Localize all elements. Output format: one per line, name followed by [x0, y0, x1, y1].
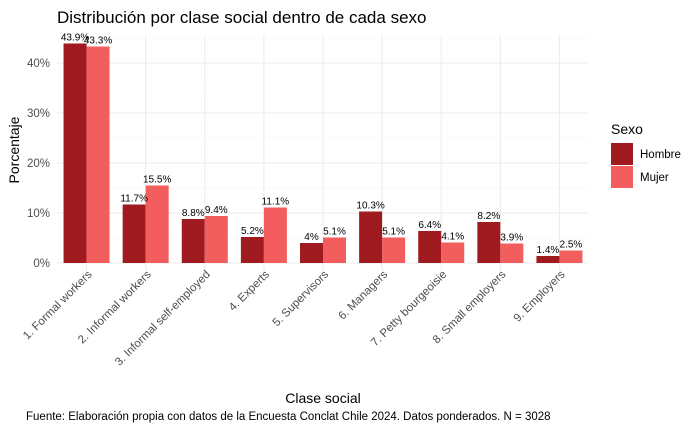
- data-label-mujer: 15.5%: [143, 175, 171, 186]
- y-tick-label: 30%: [27, 108, 50, 120]
- data-label-hombre: 6.4%: [418, 220, 441, 231]
- data-label-hombre: 10.3%: [356, 201, 384, 212]
- y-tick-label: 20%: [27, 158, 50, 170]
- y-tick-label: 10%: [27, 208, 50, 220]
- legend-title: Sexo: [611, 121, 643, 137]
- bar-hombre: [122, 204, 146, 263]
- data-label-hombre: 8.8%: [182, 208, 205, 219]
- bar-mujer: [500, 243, 524, 263]
- y-tick-label: 0%: [33, 258, 50, 270]
- bar-mujer: [263, 207, 287, 263]
- data-label-hombre: 11.7%: [120, 194, 148, 205]
- bar-mujer: [323, 237, 346, 263]
- y-axis-ticks: 0% 10% 20% 30% 40%: [27, 58, 50, 270]
- bar-hombre: [181, 219, 205, 263]
- bar-hombre: [240, 237, 264, 263]
- y-tick-label: 40%: [27, 58, 50, 70]
- bar-mujer: [145, 185, 169, 263]
- bar-mujer: [559, 250, 583, 263]
- chart-title: Distribución por clase social dentro de …: [57, 8, 426, 27]
- legend: Sexo Hombre Mujer: [611, 121, 681, 188]
- bar-hombre: [300, 243, 323, 263]
- legend-swatch-hombre: [611, 143, 633, 165]
- bar-hombre: [536, 256, 560, 263]
- data-label-mujer: 11.1%: [262, 197, 290, 208]
- bar-hombre: [477, 222, 501, 263]
- data-label-hombre: 1.4%: [537, 245, 560, 256]
- legend-swatch-mujer: [611, 166, 633, 188]
- legend-label-mujer: Mujer: [640, 172, 669, 184]
- data-label-mujer: 5.1%: [323, 227, 346, 238]
- bar-hombre: [359, 211, 383, 263]
- chart-caption: Fuente: Elaboración propia con datos de …: [26, 411, 551, 423]
- data-label-mujer: 2.5%: [560, 240, 583, 251]
- data-label-hombre: 4%: [304, 232, 319, 243]
- data-label-hombre: 5.2%: [241, 226, 264, 237]
- data-label-mujer: 3.9%: [500, 233, 523, 244]
- x-axis-title: Clase social: [285, 390, 360, 406]
- data-label-mujer: 5.1%: [382, 227, 405, 238]
- data-label-hombre: 8.2%: [477, 211, 500, 222]
- data-label-hombre: 43.9%: [61, 33, 89, 44]
- bar-mujer: [86, 46, 110, 263]
- data-labels: 43.9% 11.7% 8.8% 5.2% 4% 10.3% 6.4% 8.2% 1.4% 43.…: [61, 33, 583, 257]
- data-label-mujer: 43.3%: [84, 36, 112, 47]
- bar-hombre: [418, 231, 442, 263]
- bar-mujer: [441, 242, 465, 263]
- bar-mujer: [204, 216, 228, 263]
- legend-label-hombre: Hombre: [640, 149, 681, 161]
- y-axis-title: Porcentaje: [6, 116, 22, 183]
- data-label-mujer: 9.4%: [205, 205, 228, 216]
- bars: [63, 43, 583, 263]
- bar-hombre: [63, 43, 87, 263]
- bar-mujer: [382, 237, 406, 263]
- data-label-mujer: 4.1%: [441, 232, 464, 243]
